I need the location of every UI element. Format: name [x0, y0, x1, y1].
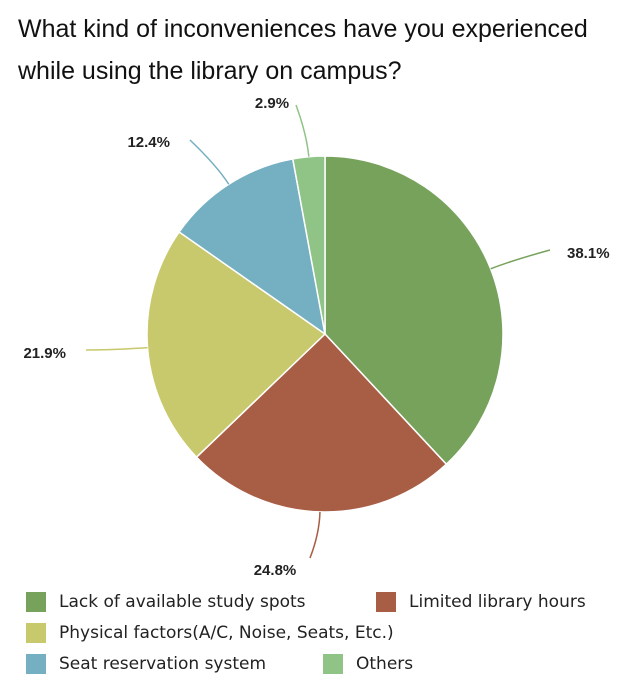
legend-swatch [26, 622, 46, 643]
leader-line [189, 139, 230, 185]
pie-slice [146, 230, 327, 459]
legend-swatch [376, 591, 396, 612]
leader-line [85, 346, 148, 351]
legend-swatch [323, 653, 343, 674]
chart-title-line-1: What kind of inconveniences have you exp… [18, 15, 588, 43]
pie-slice [291, 155, 326, 335]
legend-swatch [26, 591, 46, 612]
legend-item-lack-of-study-spots: Lack of available study spots [26, 591, 376, 612]
leader-line [295, 104, 310, 157]
legend-label: Seat reservation system [59, 653, 267, 674]
legend-row: Lack of available study spots Limited li… [26, 586, 626, 617]
legend-row: Physical factors(A/C, Noise, Seats, Etc.… [26, 617, 626, 648]
data-label: 38.1% [567, 245, 610, 262]
chart-title-line-2: while using the library on campus? [18, 57, 402, 85]
data-label: 24.8% [254, 562, 297, 579]
legend-label: Limited library hours [409, 591, 586, 612]
legend-label: Others [356, 653, 414, 674]
leader-line [490, 249, 551, 270]
legend-row: Seat reservation system Others [26, 648, 626, 679]
legend-label: Physical factors(A/C, Noise, Seats, Etc.… [59, 622, 394, 643]
chart-legend: Lack of available study spots Limited li… [26, 586, 626, 679]
leader-line [309, 511, 321, 559]
legend-item-seat-reservation: Seat reservation system [26, 653, 323, 674]
data-label: 21.9% [23, 345, 66, 362]
pie-chart: 38.1% 24.8% 21.9% 12.4% 2.9% [23, 95, 610, 579]
pie-slice [324, 155, 504, 466]
data-label: 2.9% [255, 95, 289, 112]
legend-item-physical-factors: Physical factors(A/C, Noise, Seats, Etc.… [26, 622, 394, 643]
data-label: 12.4% [127, 134, 170, 151]
pie-slice [195, 332, 448, 513]
pie-slice [178, 158, 327, 336]
legend-item-others: Others [323, 653, 414, 674]
legend-item-limited-hours: Limited library hours [376, 591, 586, 612]
legend-swatch [26, 653, 46, 674]
legend-label: Lack of available study spots [59, 591, 306, 612]
chart-title: What kind of inconveniences have you exp… [18, 8, 628, 92]
